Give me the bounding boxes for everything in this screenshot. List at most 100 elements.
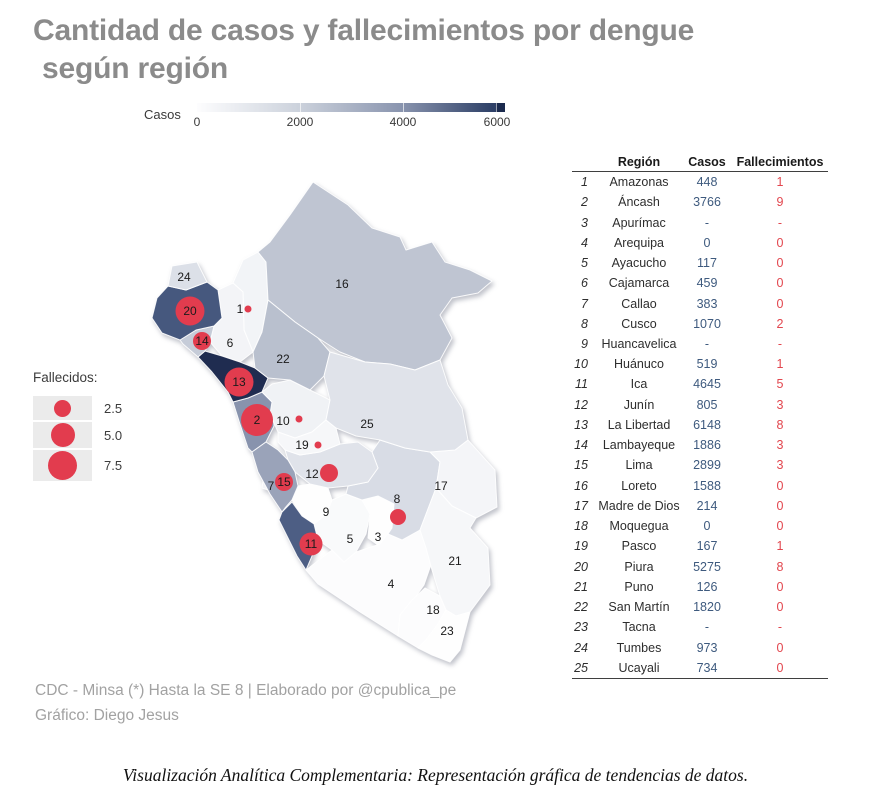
map-label-tacna: 23: [440, 624, 454, 638]
cell-casos: 459: [696, 276, 718, 291]
deaths-circle-lima: [275, 473, 293, 491]
cell-fallecimientos: 1: [776, 539, 784, 554]
cell-fallecimientos: 0: [776, 256, 784, 271]
map-label-piura: 20: [183, 304, 197, 318]
cell-fallecimientos: 0: [776, 600, 784, 615]
row-index: 21: [574, 579, 588, 594]
cell-fallecimientos: 0: [776, 296, 784, 311]
cell-region: Áncash: [618, 195, 660, 210]
cell-casos: 1820: [693, 600, 721, 615]
table-row-lima: 15 Lima 2899 3: [572, 455, 828, 475]
cell-fallecimientos: 0: [776, 235, 784, 250]
cell-region: Tacna: [622, 620, 656, 635]
row-index: 5: [581, 256, 588, 271]
cell-region: La Libertad: [607, 417, 671, 432]
cell-casos: 6148: [693, 417, 721, 432]
map-region-pasco: [277, 419, 341, 456]
row-index: 11: [575, 377, 588, 392]
colorbar-tickmark: [403, 103, 404, 112]
size-legend-label-7-5: 7.5: [104, 458, 123, 473]
regions-table: Región Casos Fallecimientos 1 Amazonas 448…: [572, 152, 828, 679]
table-row-amazonas: 1 Amazonas 448 1: [572, 172, 828, 192]
cell-casos: 1070: [693, 316, 721, 331]
table-row-ucayali: 25 Ucayali 734 0: [572, 658, 828, 678]
row-index: 17: [574, 498, 588, 513]
colorbar-tick-6000: 6000: [483, 115, 511, 129]
table-row-cusco: 8 Cusco 1070 2: [572, 314, 828, 334]
size-legend-title: Fallecidos:: [33, 370, 98, 385]
cell-fallecimientos: 2: [776, 316, 784, 331]
table-row-pasco: 19 Pasco 167 1: [572, 536, 828, 556]
cell-fallecimientos: 3: [776, 438, 784, 453]
cell-region: Huancavelica: [601, 336, 677, 351]
row-index: 16: [574, 478, 588, 493]
cell-fallecimientos: 8: [776, 559, 784, 574]
cell-region: Lambayeque: [602, 438, 676, 453]
colorbar-tickmark: [300, 103, 301, 112]
size-legend-label-5-0: 5.0: [104, 427, 123, 443]
table-row-huancavelica: 9 Huancavelica - -: [572, 334, 828, 354]
colorbar-max-cap: [496, 103, 505, 112]
table-row-apurimac: 3 Apurímac - -: [572, 212, 828, 232]
map-label-tumbes: 24: [177, 270, 191, 284]
deaths-circle-pasco: [314, 441, 322, 449]
map-label-ica: 11: [305, 537, 318, 551]
row-index: 18: [574, 519, 588, 534]
deaths-dot-icon: [54, 399, 71, 417]
cell-casos: 126: [696, 579, 718, 594]
cell-region: Callao: [621, 296, 657, 311]
cell-region: Moquegua: [609, 519, 669, 534]
size-legend-key-small: [33, 396, 92, 420]
cell-fallecimientos: 0: [776, 498, 784, 513]
map-label-huanuco: 10: [276, 414, 290, 428]
deaths-circle-ancash: [241, 404, 273, 436]
cell-casos: 0: [703, 519, 711, 534]
row-index: 15: [574, 458, 588, 473]
cell-fallecimientos: 3: [776, 458, 784, 473]
map-label-junin: 12: [305, 467, 319, 481]
header-casos: Casos: [688, 154, 726, 169]
table-row-ayacucho: 5 Ayacucho 117 0: [572, 253, 828, 273]
cell-fallecimientos: 8: [776, 417, 784, 432]
row-index: 8: [581, 316, 588, 331]
row-index: 2: [581, 195, 588, 210]
table-row-moquegua: 18 Moquegua 0 0: [572, 516, 828, 536]
colorbar-tick-4000: 4000: [389, 115, 417, 129]
cell-fallecimientos: 5: [776, 377, 784, 392]
cell-region: Ucayali: [618, 660, 660, 675]
map-label-madre-de-dios: 17: [434, 479, 448, 493]
table-row-madre-de-dios: 17 Madre de Dios 214 0: [572, 496, 828, 516]
cell-casos: -: [704, 620, 710, 635]
author-line: Gráfico: Diego Jesus: [35, 706, 179, 724]
cell-fallecimientos: -: [777, 620, 783, 635]
cell-casos: 3766: [693, 195, 721, 210]
regions-table-header: Región Casos Fallecimientos: [572, 152, 828, 171]
regions-table-body: 1 Amazonas 448 1 2 Áncash 3766 9 3 Apurímac - -4 Are…: [572, 171, 828, 679]
cell-casos: -: [704, 215, 710, 230]
cell-fallecimientos: 0: [776, 640, 784, 655]
row-index: 24: [574, 640, 588, 655]
cell-region: Junín: [623, 397, 655, 412]
header-region: Región: [617, 154, 661, 169]
row-index: 10: [574, 357, 588, 372]
row-index: 25: [574, 660, 588, 675]
source-credit: CDC - Minsa (*) Hasta la SE 8 | Elaborad…: [35, 679, 456, 728]
table-row-lambayeque: 14 Lambayeque 1886 3: [572, 435, 828, 455]
chart-title-line2: según región: [42, 52, 228, 85]
cell-region: Apurímac: [612, 215, 666, 230]
table-row-san-martin: 22 San Martín 1820 0: [572, 597, 828, 617]
map-label-ancash: 2: [254, 413, 261, 427]
row-index: 13: [574, 417, 588, 432]
cell-region: Loreto: [621, 478, 657, 493]
row-index: 9: [581, 336, 588, 351]
cell-region: Lima: [625, 458, 653, 473]
cell-region: Madre de Dios: [598, 498, 680, 513]
deaths-circle-ica: [299, 532, 323, 556]
deaths-circle-amazonas: [244, 305, 252, 313]
map-label-ucayali: 25: [360, 417, 374, 431]
cell-region: Piura: [624, 559, 654, 574]
deaths-dot-icon: [48, 451, 77, 480]
deaths-circle-cusco: [390, 509, 406, 525]
map-region-lima: [251, 441, 299, 513]
